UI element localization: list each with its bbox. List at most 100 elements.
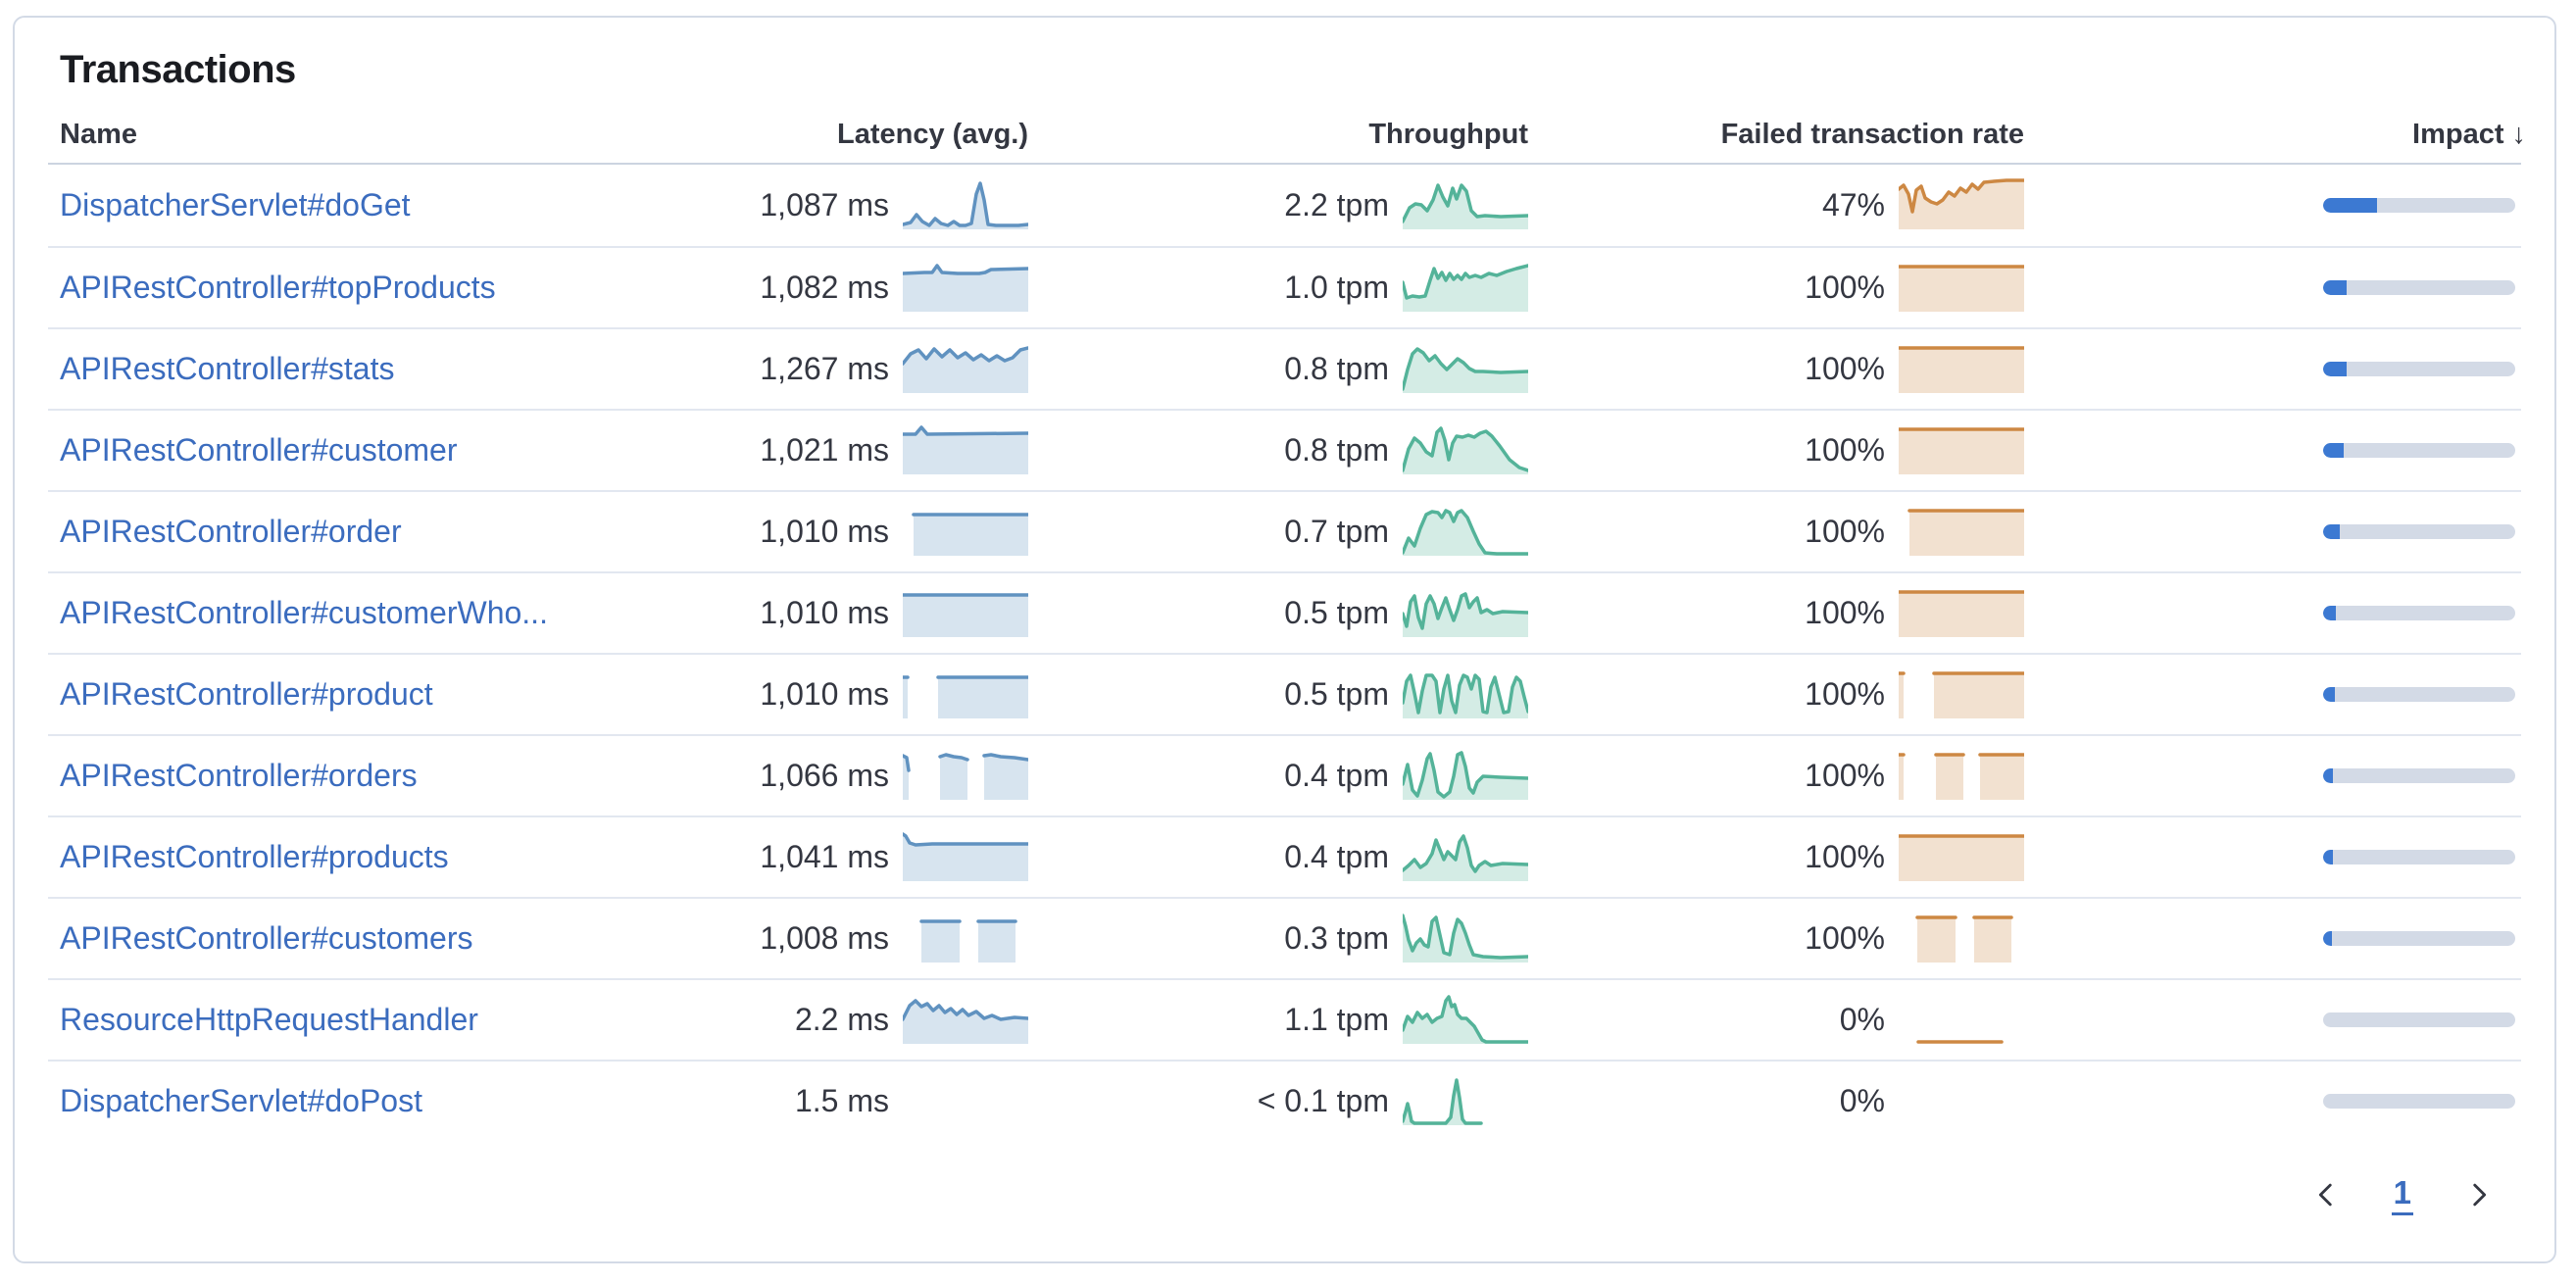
failed-rate-sparkline bbox=[1897, 177, 2026, 233]
impact-bar-fill bbox=[2323, 606, 2336, 620]
impact-bar-fill bbox=[2323, 280, 2347, 295]
latency-sparkline bbox=[901, 178, 1030, 233]
throughput-value: < 0.1 tpm bbox=[1257, 1083, 1389, 1118]
impact-bar-fill bbox=[2323, 768, 2333, 783]
impact-cell bbox=[2024, 850, 2526, 864]
transaction-link[interactable]: APIRestController#stats bbox=[60, 351, 395, 386]
transaction-link[interactable]: APIRestController#topProducts bbox=[60, 270, 496, 305]
latency-value: 1,041 ms bbox=[760, 839, 889, 874]
failed-rate-value: 100% bbox=[1805, 758, 1885, 793]
throughput-cell: 0.8 tpm bbox=[1028, 342, 1530, 397]
table-row: DispatcherServlet#doPost 1.5 ms < 0.1 tp… bbox=[48, 1060, 2521, 1141]
latency-sparkline bbox=[901, 261, 1030, 316]
latency-value: 1,010 ms bbox=[760, 676, 889, 712]
failed-rate-cell: 47% bbox=[1528, 177, 2026, 233]
table-row: APIRestController#topProducts 1,082 ms 1… bbox=[48, 246, 2521, 327]
column-header-failed-rate[interactable]: Failed transaction rate bbox=[1720, 119, 2024, 150]
throughput-value: 0.4 tpm bbox=[1284, 758, 1389, 793]
throughput-cell: 0.5 tpm bbox=[1028, 586, 1530, 641]
throughput-cell: 1.1 tpm bbox=[1028, 993, 1530, 1048]
throughput-cell: 0.4 tpm bbox=[1028, 830, 1530, 885]
impact-bar-fill bbox=[2323, 687, 2335, 702]
failed-rate-cell: 100% bbox=[1528, 505, 2026, 560]
latency-cell: 1,010 ms bbox=[648, 586, 1030, 641]
failed-rate-value: 47% bbox=[1821, 187, 1885, 222]
failed-rate-cell: 100% bbox=[1528, 423, 2026, 478]
throughput-cell: 0.5 tpm bbox=[1028, 667, 1530, 722]
failed-rate-cell: 100% bbox=[1528, 586, 2026, 641]
latency-sparkline bbox=[901, 667, 1030, 722]
impact-cell bbox=[2024, 524, 2526, 539]
latency-sparkline bbox=[903, 912, 1028, 966]
throughput-sparkline bbox=[1401, 830, 1530, 885]
impact-bar bbox=[2323, 1012, 2515, 1027]
column-header-latency[interactable]: Latency (avg.) bbox=[837, 119, 1028, 150]
failed-rate-cell: 100% bbox=[1528, 261, 2026, 316]
transaction-link[interactable]: APIRestController#product bbox=[60, 676, 433, 712]
impact-cell bbox=[2024, 362, 2526, 376]
table-row: APIRestController#orders 1,066 ms 0.4 tp… bbox=[48, 734, 2521, 815]
column-header-name[interactable]: Name bbox=[60, 119, 137, 150]
failed-rate-sparkline bbox=[1897, 586, 2026, 641]
impact-bar-fill bbox=[2323, 443, 2344, 458]
transaction-name-cell: APIRestController#stats bbox=[48, 351, 648, 387]
throughput-sparkline bbox=[1401, 667, 1530, 722]
pagination: 1 bbox=[48, 1141, 2521, 1215]
latency-value: 1,267 ms bbox=[760, 351, 889, 386]
throughput-cell: < 0.1 tpm bbox=[1028, 1074, 1528, 1129]
chevron-left-icon bbox=[2318, 1183, 2332, 1207]
throughput-cell: 0.8 tpm bbox=[1028, 423, 1530, 478]
transaction-name-cell: ResourceHttpRequestHandler bbox=[48, 1002, 648, 1038]
latency-cell: 1,021 ms bbox=[648, 423, 1030, 478]
throughput-cell: 0.4 tpm bbox=[1028, 749, 1530, 804]
impact-cell bbox=[2024, 1012, 2526, 1027]
latency-cell: 1,010 ms bbox=[648, 667, 1030, 722]
impact-bar bbox=[2323, 1094, 2515, 1109]
failed-rate-cell: 100% bbox=[1528, 342, 2026, 397]
latency-cell: 1,267 ms bbox=[648, 342, 1030, 397]
throughput-sparkline bbox=[1401, 505, 1530, 560]
transaction-link[interactable]: ResourceHttpRequestHandler bbox=[60, 1002, 478, 1037]
latency-sparkline bbox=[903, 505, 1030, 560]
transaction-link[interactable]: APIRestController#customers bbox=[60, 920, 473, 956]
failed-rate-value: 100% bbox=[1805, 920, 1885, 956]
throughput-value: 1.0 tpm bbox=[1284, 270, 1389, 305]
column-header-throughput[interactable]: Throughput bbox=[1368, 119, 1528, 150]
impact-bar-fill bbox=[2323, 198, 2377, 213]
panel-title: Transactions bbox=[60, 48, 296, 91]
failed-rate-sparkline bbox=[1897, 261, 2026, 316]
latency-sparkline bbox=[901, 342, 1030, 397]
transaction-link[interactable]: APIRestController#customer bbox=[60, 432, 458, 468]
transaction-link[interactable]: APIRestController#orders bbox=[60, 758, 418, 793]
latency-cell: 1,087 ms bbox=[648, 178, 1030, 233]
impact-cell bbox=[2024, 606, 2526, 620]
failed-rate-sparkline bbox=[1899, 912, 2024, 966]
transaction-link[interactable]: DispatcherServlet#doGet bbox=[60, 187, 411, 222]
page-number-1[interactable]: 1 bbox=[2391, 1174, 2413, 1215]
transaction-link[interactable]: DispatcherServlet#doPost bbox=[60, 1083, 422, 1118]
next-page-button[interactable] bbox=[2462, 1178, 2496, 1211]
transaction-name-cell: APIRestController#orders bbox=[48, 758, 648, 794]
failed-rate-value: 100% bbox=[1805, 270, 1885, 305]
throughput-sparkline bbox=[1401, 1074, 1528, 1129]
transaction-link[interactable]: APIRestController#products bbox=[60, 839, 449, 874]
failed-rate-cell: 100% bbox=[1528, 912, 2024, 966]
failed-rate-value: 100% bbox=[1805, 839, 1885, 874]
column-header-impact[interactable]: Impact ↓ bbox=[2024, 119, 2526, 163]
throughput-value: 0.5 tpm bbox=[1284, 676, 1389, 712]
throughput-cell: 0.3 tpm bbox=[1028, 912, 1530, 966]
impact-bar bbox=[2323, 931, 2515, 946]
latency-cell: 2.2 ms bbox=[648, 993, 1030, 1048]
failed-rate-value: 0% bbox=[1839, 1002, 1885, 1037]
previous-page-button[interactable] bbox=[2309, 1178, 2343, 1211]
latency-value: 1,021 ms bbox=[760, 432, 889, 468]
latency-sparkline bbox=[903, 1074, 1028, 1129]
transaction-link[interactable]: APIRestController#order bbox=[60, 514, 402, 549]
impact-bar-fill bbox=[2323, 524, 2340, 539]
table-row: APIRestController#stats 1,267 ms 0.8 tpm… bbox=[48, 327, 2521, 409]
latency-value: 2.2 ms bbox=[794, 1002, 889, 1037]
transaction-link[interactable]: APIRestController#customerWho... bbox=[60, 595, 548, 630]
transaction-name-cell: APIRestController#topProducts bbox=[48, 270, 648, 306]
impact-cell bbox=[2024, 687, 2526, 702]
failed-rate-sparkline bbox=[1899, 1074, 2024, 1129]
